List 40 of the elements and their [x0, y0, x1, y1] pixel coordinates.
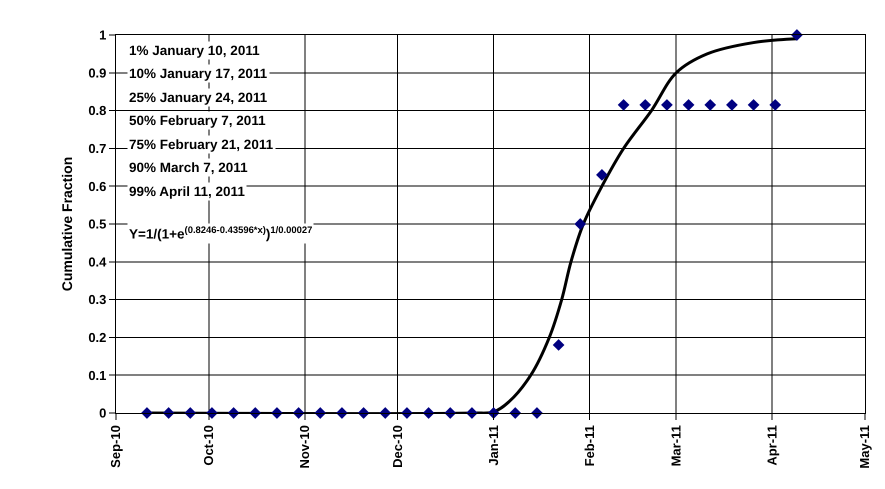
annotation: 90% March 7, 2011 [129, 160, 248, 175]
y-tick-label: 0 [99, 406, 106, 421]
y-tick-label: 0.4 [88, 254, 108, 270]
point [682, 99, 694, 111]
y-tick-label: 1 [99, 28, 106, 43]
x-tick-label: Jan-11 [486, 425, 501, 466]
point [596, 169, 608, 181]
point [574, 218, 586, 230]
point [661, 99, 673, 111]
y-tick-label: 0.7 [88, 140, 106, 156]
y-tick-label: 0.2 [88, 330, 106, 345]
point [552, 339, 564, 351]
x-tick-label: Feb-11 [582, 425, 597, 466]
y-tick-label: 0.8 [88, 103, 106, 118]
y-tick-label: 0.5 [88, 216, 106, 232]
point [748, 99, 760, 111]
annotation: 25% January 24, 2011 [129, 90, 268, 105]
y-tick-label: 0.9 [88, 65, 106, 80]
annotation: 50% February 7, 2011 [129, 113, 266, 128]
point [726, 99, 738, 111]
y-tick-label: 0.6 [88, 178, 106, 194]
x-tick-label: Oct-10 [201, 425, 216, 466]
x-tick-label: Nov-10 [297, 425, 312, 469]
annotation: 99% April 11, 2011 [129, 184, 246, 199]
x-tick-label: Sep-10 [108, 425, 124, 468]
point [618, 99, 630, 111]
y-tick-label: 0.3 [88, 292, 106, 308]
point [769, 99, 782, 111]
x-tick-label: May-11 [857, 425, 872, 469]
y-axis-title: Cumulative Fraction [58, 156, 75, 292]
point [704, 99, 716, 111]
annotation: 75% February 21, 2011 [129, 137, 274, 152]
x-tick-label: Dec-10 [390, 425, 405, 468]
x-tick-label: Apr-11 [764, 425, 780, 466]
x-tick-label: Mar-11 [668, 425, 684, 466]
annotation: 10% January 17, 2011 [129, 66, 268, 81]
annotation: 1% January 10, 2011 [129, 43, 260, 58]
y-tick-label: 0.1 [88, 368, 106, 383]
annotation: Y=1/(1+e$^{(0.8246-0.43596*x)}$)$^{1/0.00027}$ [129, 225, 312, 242]
point [639, 99, 652, 111]
